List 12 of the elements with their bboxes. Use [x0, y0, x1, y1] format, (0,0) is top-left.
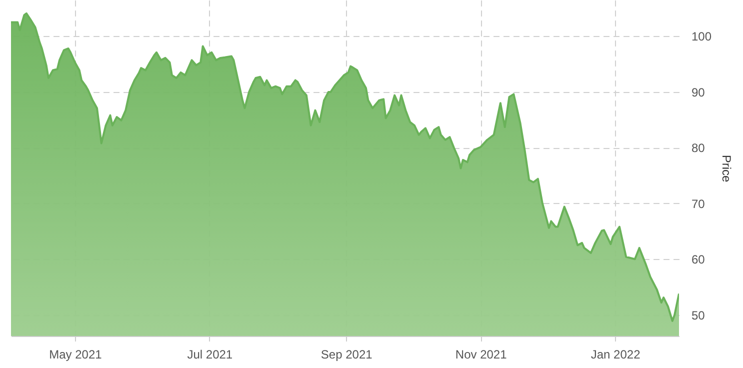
- x-tick-label: Jul 2021: [187, 348, 233, 362]
- y-tick-label: 50: [692, 308, 706, 322]
- y-axis-title: Price: [720, 154, 734, 182]
- x-tick-label: May 2021: [49, 348, 102, 362]
- y-tick-label: 70: [692, 196, 706, 211]
- y-tick-label: 80: [692, 141, 706, 156]
- y-tick-label: 100: [692, 30, 712, 44]
- x-tick-label: Jan 2022: [590, 348, 641, 362]
- y-tick-label: 60: [692, 252, 706, 267]
- x-tick-label: Nov 2021: [455, 348, 508, 362]
- x-tick-label: Sep 2021: [320, 348, 373, 362]
- y-tick-label: 90: [692, 85, 706, 100]
